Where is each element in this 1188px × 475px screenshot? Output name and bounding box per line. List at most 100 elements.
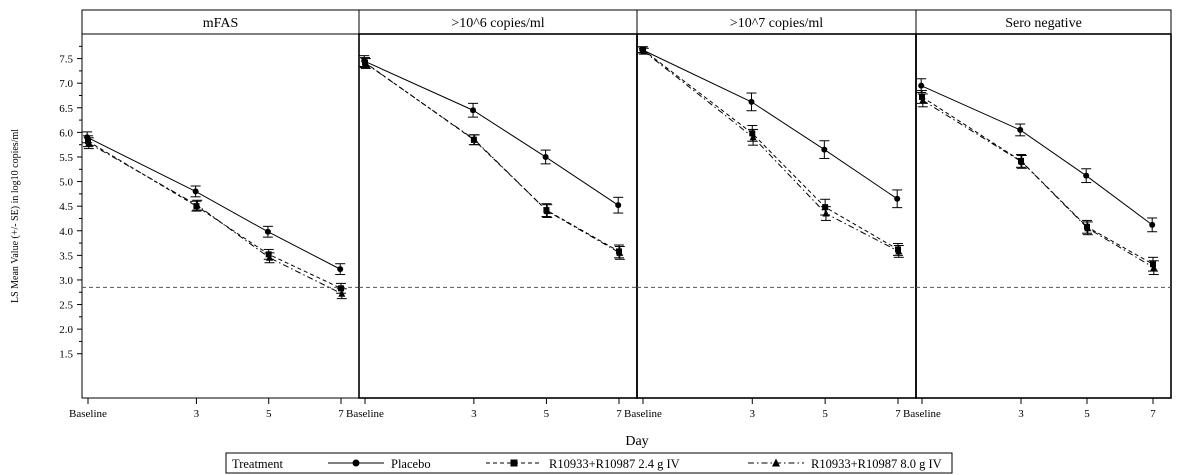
x-tick-label: 5 [1084,408,1090,420]
panel-title: Sero negative [1005,16,1082,31]
data-point [470,107,477,114]
legend-entry-placebo: Placebo [328,457,431,471]
series-placebo [637,46,903,209]
legend-box [225,452,953,474]
y-tick-label: 2.5 [59,300,73,312]
x-tick-label: 3 [471,408,477,420]
series-placebo [916,78,1158,233]
y-tick-label: 7.0 [59,78,73,90]
panel-title: >10^6 copies/ml [451,16,545,31]
series-line [642,49,899,250]
data-point [266,253,274,261]
y-tick-label: 5.0 [59,177,73,189]
data-point [894,195,901,202]
legend-marker [510,459,518,467]
data-point [1018,157,1026,165]
x-tick-label: Baseline [903,408,941,420]
series-placebo [359,55,624,214]
x-tick-label: 7 [616,408,622,420]
data-point [1083,172,1090,179]
legend-label: R10933+R10987 2.4 g IV [549,457,680,471]
legend-marker [352,459,360,467]
data-point [749,133,757,141]
x-tick-label: 3 [194,408,200,420]
series-line [365,63,621,254]
series-line [87,140,342,289]
legend-marker [772,458,780,467]
y-tick-label: 4.5 [59,201,73,213]
series-line [922,99,1155,269]
series-placebo [82,131,346,276]
data-point [821,146,828,153]
panel-10-6-copies-ml: >10^6 copies/ml Baseline 3 5 7 [346,9,638,420]
data-point [748,98,755,105]
panel-title: >10^7 copies/ml [730,16,824,31]
x-tick-label: 3 [750,408,756,420]
x-axis-label: Day [625,434,648,449]
series-r10933-r10987-8-0-g-iv [360,58,625,260]
x-tick-label: Baseline [624,408,662,420]
y-tick-label: 1.5 [59,349,73,361]
data-point [1149,221,1156,228]
series-line [364,62,620,252]
series-line [643,50,900,252]
y-axis-label: LS Mean Value (+/- SE) in log10 copies/m… [10,129,21,303]
panel-10-7-copies-ml: >10^7 copies/ml Baseline 3 5 7 [624,9,917,420]
legend-entry-r10933-r10987-2-4-g-iv: R10933+R10987 2.4 g IV [486,457,680,471]
x-tick-label: 7 [1150,408,1156,420]
data-point [895,247,903,255]
data-point [616,248,624,256]
x-tick-label: Baseline [69,408,107,420]
data-point [85,139,93,147]
panel-header [81,9,360,35]
data-point [193,201,201,209]
x-tick-label: 5 [266,408,272,420]
series-line [363,60,619,206]
data-point [471,135,479,143]
data-point [337,266,344,273]
series-line [86,136,341,270]
data-point [264,228,271,235]
series-line [920,85,1153,226]
panel-frame [636,33,917,399]
data-point [640,47,648,55]
y-tick-label: 3.5 [59,250,73,262]
data-point [265,251,272,258]
series-r10933-r10987-2-4-g-iv [83,135,346,294]
data-point [1017,126,1024,133]
data-point [1084,224,1092,232]
series-line [921,96,1154,265]
series-r10933-r10987-8-0-g-iv [917,93,1159,276]
data-point [615,202,622,209]
data-point [338,289,346,297]
y-tick-label: 5.5 [59,152,73,164]
panel-sero-negative: Sero negative Baseline 3 5 7 [903,9,1172,420]
data-point [362,59,370,67]
panel-frame [358,33,638,399]
series-r10933-r10987-2-4-g-iv [917,90,1158,272]
data-point [919,96,927,104]
y-tick-label: 3.0 [59,275,73,287]
data-point [749,130,756,137]
x-tick-label: 3 [1018,408,1024,420]
panel-mfas: mFAS Baseline 3 5 7 [69,9,360,420]
x-tick-label: 7 [338,408,344,420]
panel-frame [915,33,1172,399]
series-r10933-r10987-8-0-g-iv [83,137,347,300]
series-r10933-r10987-8-0-g-iv [638,47,904,258]
legend-label: R10933+R10987 8.0 g IV [811,457,942,471]
data-point [919,93,925,100]
x-tick-label: 5 [544,408,550,420]
legend-label: Placebo [391,457,431,471]
panel-header [358,9,638,35]
data-point [918,82,925,89]
y-tick-label: 2.0 [59,324,73,336]
x-tick-label: 5 [822,408,828,420]
y-tick-label: 7.5 [59,54,73,66]
y-tick-label: 6.5 [59,103,73,115]
y-tick-label: 6.0 [59,127,73,139]
panels-layer: mFAS Baseline 3 5 7 >10^6 copies/ml Baseline 3 5… [69,9,1172,420]
y-axis: 1.5 2.0 2.5 3.0 3.5 4.0 4.5 5.0 5.5 6.0 6.5 7.0 7.5 [59,45,82,361]
x-tick-label: Baseline [346,408,384,420]
data-point [822,209,830,217]
